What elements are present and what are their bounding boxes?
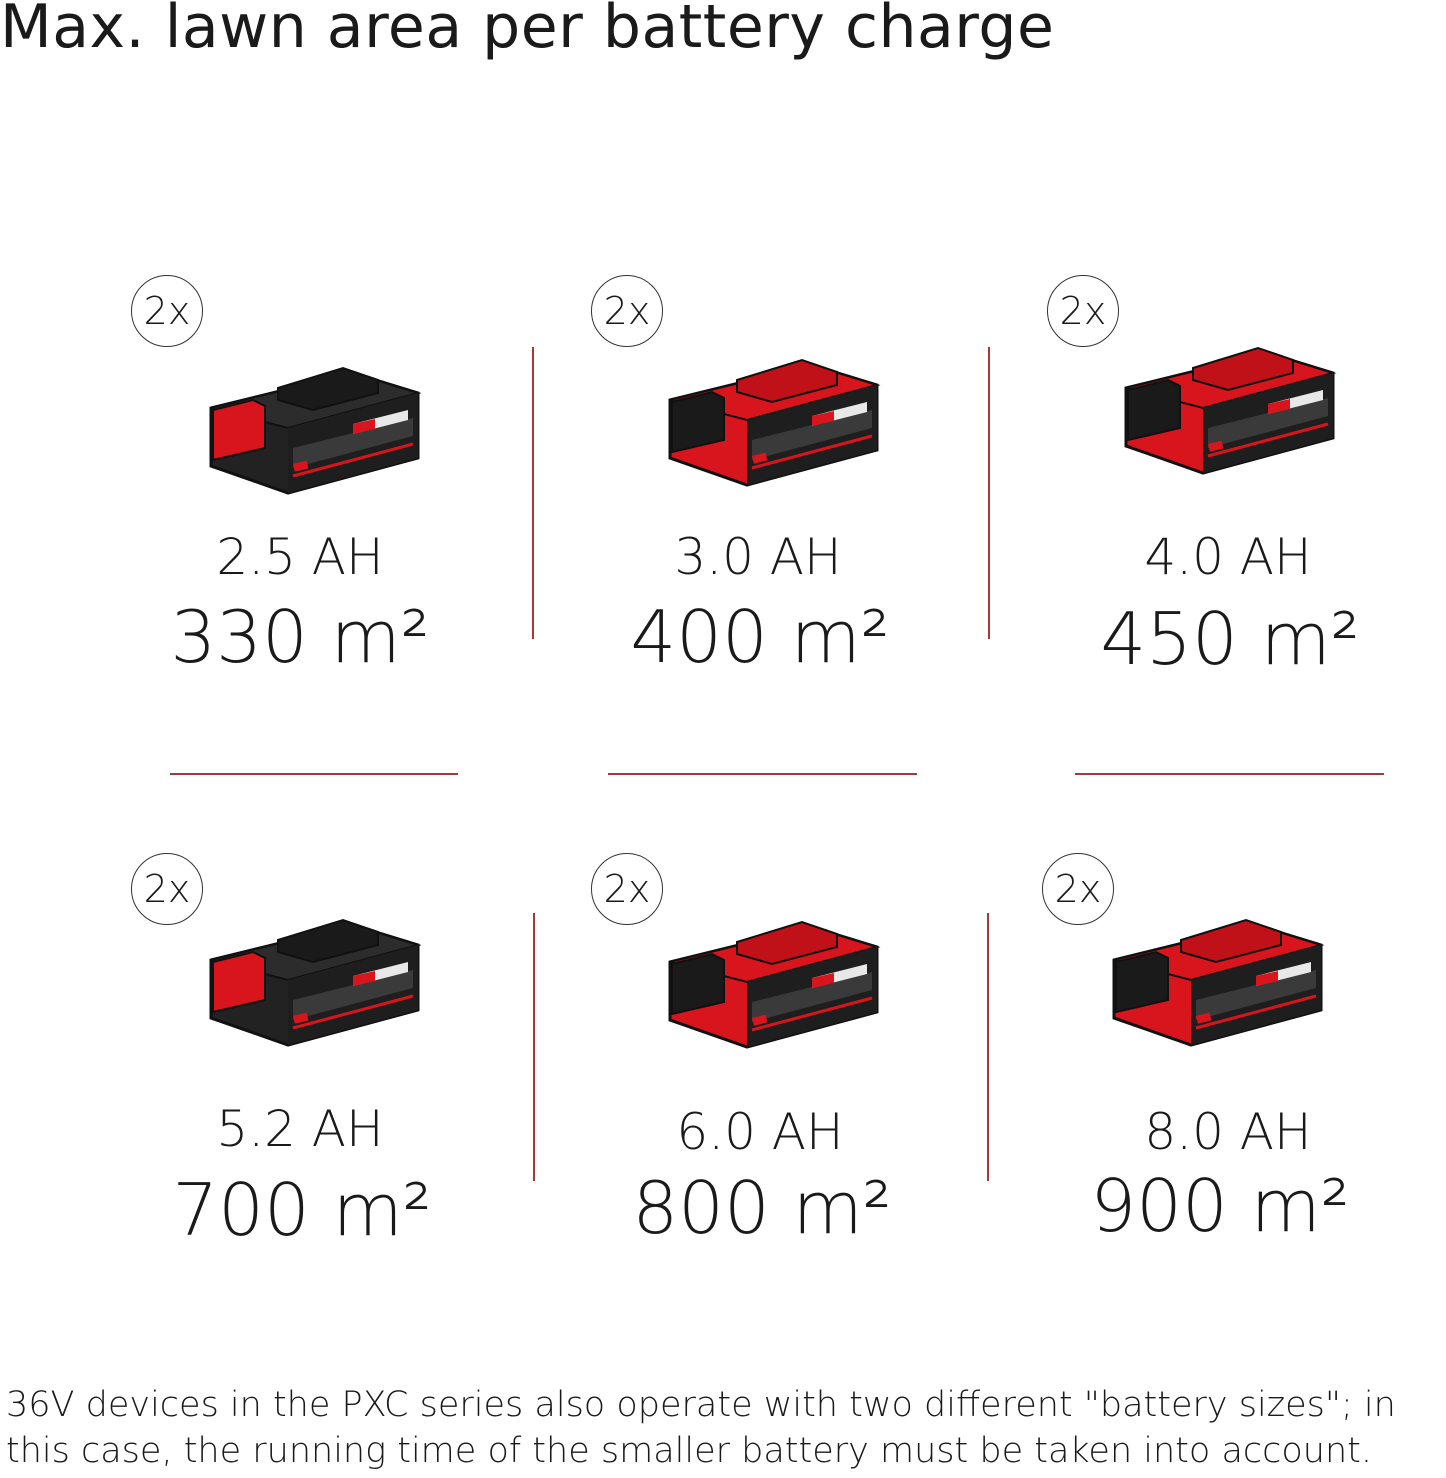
battery-capacity: 8.0 AH — [1144, 1103, 1312, 1161]
divider — [1075, 773, 1384, 775]
lawn-area: 400 m² — [630, 595, 890, 679]
battery-pack-icon — [662, 902, 882, 1052]
divider — [532, 347, 534, 639]
battery-pack-icon — [1106, 900, 1326, 1050]
page-title: Max. lawn area per battery charge — [0, 0, 1055, 62]
lawn-area: 330 m² — [170, 595, 430, 679]
battery-capacity: 4.0 AH — [1144, 528, 1312, 586]
divider — [987, 913, 989, 1181]
battery-pack-icon — [203, 900, 423, 1050]
divider — [170, 773, 458, 775]
divider — [533, 913, 535, 1181]
lawn-area: 800 m² — [632, 1166, 892, 1250]
lawn-area: 450 m² — [1100, 597, 1360, 681]
battery-capacity: 5.2 AH — [216, 1100, 384, 1158]
quantity-badge: 2x — [1042, 853, 1114, 925]
battery-capacity: 2.5 AH — [216, 528, 384, 586]
battery-pack-icon — [662, 340, 882, 490]
footnote: 36V devices in the PXC series also opera… — [6, 1385, 1396, 1471]
battery-capacity: 6.0 AH — [676, 1103, 844, 1161]
lawn-area: 700 m² — [172, 1168, 432, 1252]
lawn-area: 900 m² — [1090, 1164, 1350, 1248]
quantity-badge: 2x — [131, 853, 203, 925]
quantity-badge: 2x — [131, 275, 203, 347]
divider — [608, 773, 917, 775]
quantity-badge: 2x — [591, 853, 663, 925]
battery-capacity: 3.0 AH — [674, 528, 842, 586]
divider — [988, 347, 990, 639]
quantity-badge: 2x — [1047, 275, 1119, 347]
quantity-badge: 2x — [591, 275, 663, 347]
battery-pack-icon — [1118, 328, 1338, 478]
battery-pack-icon — [203, 348, 423, 498]
